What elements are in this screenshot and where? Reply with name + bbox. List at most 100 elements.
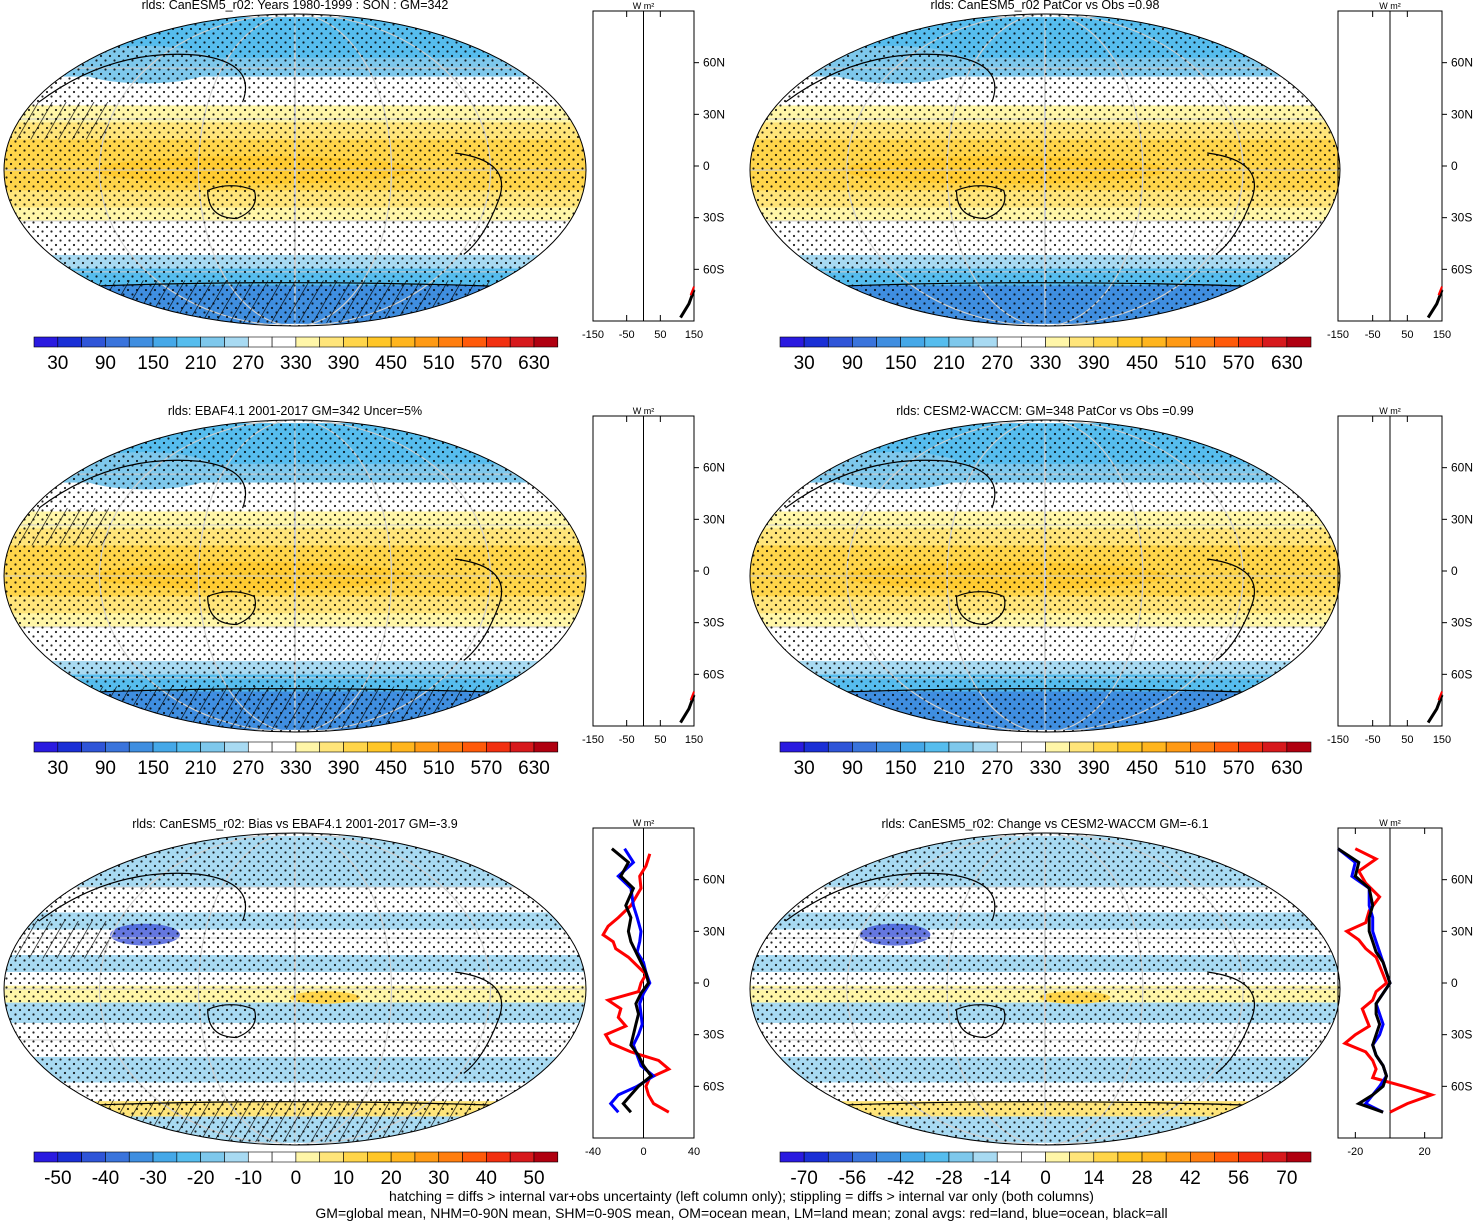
x-tick-label: -150 <box>582 734 604 746</box>
colorbar: 30 90 150 210 270 330 390 450 510 570 630 <box>779 336 1312 374</box>
panel-title: rlds: EBAF4.1 2001-2017 GM=342 Uncer=5% <box>168 404 422 418</box>
zonal-line-land <box>1437 691 1443 701</box>
colorbar-box <box>900 1151 926 1163</box>
colorbar-box <box>295 336 321 348</box>
colorbar-box <box>533 741 559 753</box>
colorbar-box <box>414 741 440 753</box>
colorbar-box <box>803 1151 829 1163</box>
zonal-unit: W m² <box>1379 818 1401 828</box>
colorbar: -50 -40 -30 -20 -10 0 10 20 30 40 50 <box>33 1151 559 1189</box>
colorbar-box <box>852 336 877 348</box>
zonal-line-ocean <box>608 847 657 1114</box>
colorbar-box <box>827 336 853 348</box>
map-field <box>750 833 1340 1145</box>
colorbar-box <box>105 336 130 348</box>
colorbar-label: -30 <box>139 1168 166 1189</box>
colorbar-label: 150 <box>885 353 917 374</box>
colorbar-box <box>1238 336 1264 348</box>
colorbar-box <box>57 1151 82 1163</box>
lat-label: 30N <box>1451 924 1473 938</box>
colorbar-box <box>81 336 106 348</box>
zonal-plot: W m² 60N 30N 0 30S 60S -40 0 40 <box>585 818 725 1158</box>
colorbar-label: 510 <box>423 758 455 779</box>
x-tick-label: 40 <box>688 1146 700 1158</box>
colorbar-label: 510 <box>1174 758 1206 779</box>
colorbar-box <box>948 741 974 753</box>
colorbar-box <box>390 1151 416 1163</box>
colorbar-box <box>486 1151 511 1163</box>
lat-label: 0 <box>703 564 710 578</box>
lat-label: 0 <box>703 976 710 990</box>
colorbar-label: 30 <box>794 758 815 779</box>
colorbar-label: 330 <box>280 758 312 779</box>
colorbar-box <box>343 336 368 348</box>
colorbar-box <box>247 336 273 348</box>
colorbar-box <box>1190 741 1215 753</box>
colorbar-box <box>438 741 463 753</box>
lat-label: 30N <box>703 924 725 938</box>
colorbar-label: -42 <box>887 1168 914 1189</box>
colorbar-box <box>224 336 249 348</box>
panel-title: rlds: CanESM5_r02: Bias vs EBAF4.1 2001-… <box>132 817 458 831</box>
colorbar-label: 30 <box>47 353 68 374</box>
zonal-line-all <box>1426 289 1444 319</box>
colorbar-box <box>1141 336 1167 348</box>
colorbar-box <box>438 1151 463 1163</box>
colorbar-box <box>1214 741 1239 753</box>
colorbar-label: 390 <box>328 353 360 374</box>
colorbar-box <box>533 1151 559 1163</box>
lat-label: 30S <box>1451 211 1472 225</box>
colorbar-box <box>1045 741 1070 753</box>
lat-label: 60S <box>703 667 724 681</box>
colorbar-box <box>509 1151 535 1163</box>
panel-6: rlds: CanESM5_r02: Change vs CESM2-WACCM… <box>749 817 1473 1189</box>
panel-1: rlds: CanESM5_r02: Years 1980-1999 : SON… <box>3 0 725 374</box>
colorbar-label: 630 <box>518 353 550 374</box>
colorbar-label: 270 <box>981 353 1013 374</box>
colorbar-box <box>924 741 950 753</box>
colorbar-box <box>1165 741 1191 753</box>
map-field <box>4 14 586 326</box>
colorbar-label: 30 <box>428 1168 449 1189</box>
colorbar-box <box>200 1151 225 1163</box>
x-tick-label: 50 <box>654 329 666 341</box>
colorbar-box <box>876 336 901 348</box>
x-tick-label: 150 <box>685 734 703 746</box>
lat-label: 0 <box>1451 976 1458 990</box>
colorbar-label: 630 <box>1271 758 1303 779</box>
colorbar-box <box>1141 741 1167 753</box>
colorbar-label: 70 <box>1276 1168 1297 1189</box>
colorbar-label: -70 <box>790 1168 817 1189</box>
colorbar-label: -28 <box>935 1168 962 1189</box>
colorbar-box <box>1286 336 1312 348</box>
x-tick-label: -40 <box>585 1146 601 1158</box>
colorbar-box <box>319 741 344 753</box>
colorbar-label: 14 <box>1083 1168 1105 1189</box>
colorbar-label: 270 <box>981 758 1013 779</box>
colorbar-label: 570 <box>471 758 503 779</box>
colorbar-label: 40 <box>476 1168 497 1189</box>
lat-label: 60S <box>703 1079 724 1093</box>
colorbar-box <box>1021 741 1046 753</box>
colorbar-label: 150 <box>137 758 169 779</box>
colorbar-box <box>414 1151 440 1163</box>
lat-label: 30S <box>703 1028 724 1042</box>
zonal-line-land <box>1437 286 1443 296</box>
zonal-unit: W m² <box>1379 1 1401 11</box>
colorbar-box <box>33 1151 59 1163</box>
colorbar-box <box>852 741 877 753</box>
stippling <box>750 833 1340 1145</box>
colorbar-label: 630 <box>518 758 550 779</box>
colorbar-box <box>1165 336 1191 348</box>
zonal-line-all <box>679 289 696 319</box>
stippling <box>750 420 1340 732</box>
colorbar-box <box>1045 1151 1070 1163</box>
colorbar-label: -50 <box>44 1168 71 1189</box>
colorbar-label: 390 <box>1078 353 1110 374</box>
zonal-line-land <box>689 691 695 701</box>
zonal-plot: W m² 60N 30N 0 30S 60S -20 20 <box>1337 818 1473 1158</box>
colorbar-label: 330 <box>1030 758 1062 779</box>
colorbar-box <box>509 741 535 753</box>
x-tick-label: 150 <box>1433 329 1451 341</box>
